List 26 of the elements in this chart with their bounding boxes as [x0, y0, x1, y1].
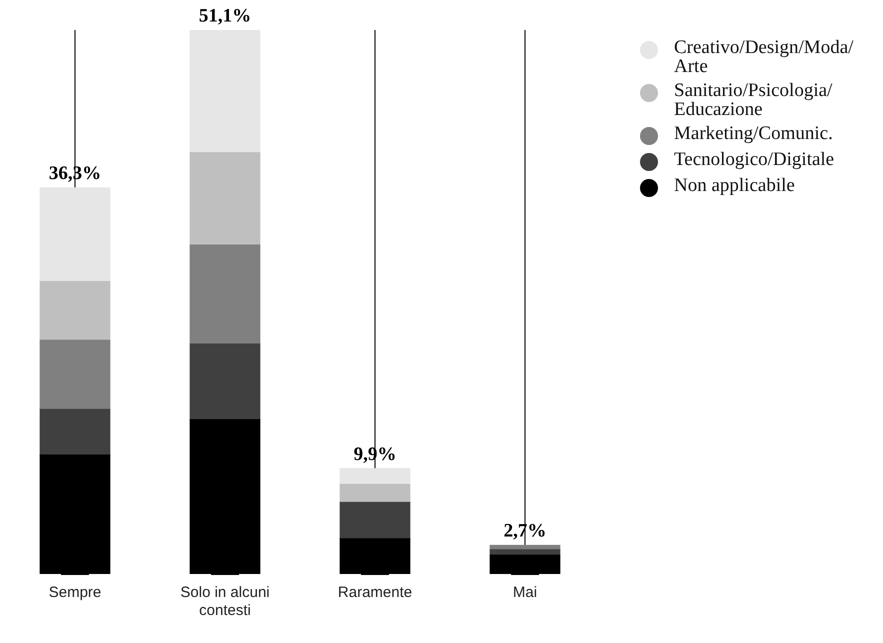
x-tick-label: Solo in alcuni contesti: [180, 584, 270, 620]
bar: [340, 468, 410, 485]
legend-label: Creativo/Design/Moda/Arte: [674, 37, 854, 77]
bar: [190, 419, 260, 574]
bar: [340, 484, 410, 503]
bar: [190, 344, 260, 420]
x-tick-label: Sempre: [48, 584, 102, 602]
bar: [190, 30, 260, 153]
bar: [490, 549, 560, 556]
bar: [40, 408, 110, 456]
legend-label: Tecnologico/Digitale: [674, 149, 834, 170]
bar: [40, 281, 110, 340]
x-tick-label: Raramente: [338, 584, 412, 602]
annotation: 51,1%: [198, 5, 252, 26]
x-tick-label: Mai: [512, 584, 538, 602]
bar: [340, 538, 410, 574]
legend-label: Non applicabile: [674, 175, 795, 196]
bar: [40, 340, 110, 410]
bar: [40, 187, 110, 282]
bar: [190, 244, 260, 344]
bar: [190, 152, 260, 246]
legend-label: Marketing/Comunic.: [674, 123, 833, 144]
bar: [40, 454, 110, 574]
legend-label: Sanitario/Psicologia/Educazione: [674, 80, 834, 120]
bar: [340, 502, 410, 539]
bar: [490, 554, 560, 574]
